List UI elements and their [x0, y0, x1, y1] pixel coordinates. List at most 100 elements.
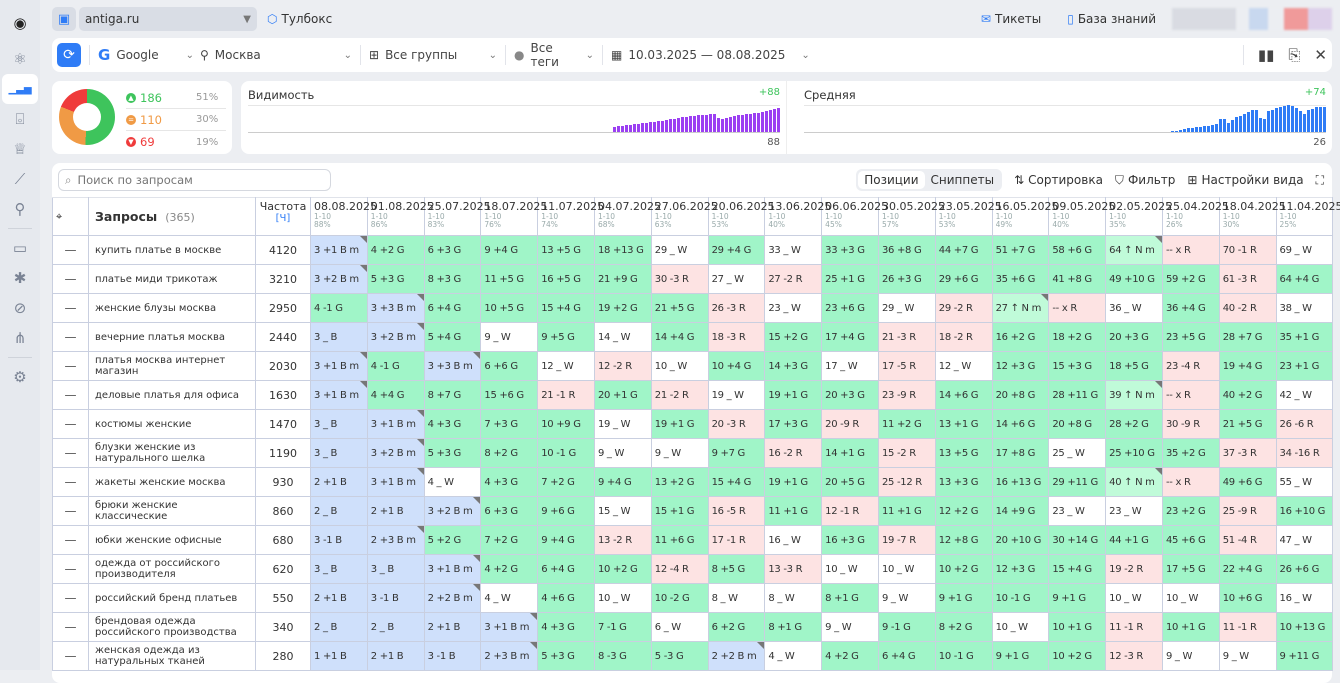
position-cell[interactable]: 19 _ W [593, 409, 652, 439]
position-cell[interactable]: 20 +1 G [593, 380, 652, 410]
position-cell[interactable]: 64 ↑ N m [1105, 235, 1163, 265]
date-column-header[interactable]: 30.05.2025 1-10 57% [877, 197, 945, 236]
briefcase-icon[interactable]: ▣ [52, 7, 76, 31]
position-cell[interactable]: 6 +3 G [423, 235, 482, 265]
position-cell[interactable]: 11 +5 G [480, 264, 539, 294]
position-cell[interactable]: 49 +10 G [1105, 264, 1163, 294]
position-cell[interactable]: 12 +3 G [991, 351, 1050, 381]
position-cell[interactable]: 16 +13 G [991, 467, 1050, 497]
position-cell[interactable]: 25 +1 G [821, 264, 879, 294]
position-cell[interactable]: 19 +4 G [1218, 351, 1277, 381]
position-cell[interactable]: 9 +4 G [537, 525, 595, 555]
position-cell[interactable]: 40 -2 R [1218, 293, 1277, 323]
position-cell[interactable]: 13 +2 G [650, 467, 709, 497]
position-cell[interactable]: 12 -1 R [821, 496, 879, 526]
position-cell[interactable]: 30 +14 G [1048, 525, 1107, 555]
query-cell[interactable]: брюки женские классические [88, 496, 256, 526]
frequency-unit[interactable]: [Ч] [275, 213, 291, 224]
position-cell[interactable]: 59 +2 G [1161, 264, 1220, 294]
position-cell[interactable]: 19 -7 R [877, 525, 936, 555]
position-cell[interactable]: 38 _ W [1275, 293, 1334, 323]
position-cell[interactable]: 21 -1 R [537, 380, 595, 410]
position-cell[interactable]: 21 -2 R [650, 380, 709, 410]
position-cell[interactable]: 20 -9 R [821, 409, 879, 439]
position-cell[interactable]: 23 +1 G [1275, 351, 1334, 381]
date-column-header[interactable]: 25.04.2025 1-10 26% [1161, 197, 1229, 236]
position-cell[interactable]: 10 +2 G [593, 554, 652, 584]
position-cell[interactable]: 2 +3 B m [480, 641, 539, 671]
position-cell[interactable]: 19 -2 R [1105, 554, 1163, 584]
position-cell[interactable]: 15 +6 G [480, 380, 539, 410]
position-cell[interactable]: 9 +4 G [480, 235, 539, 265]
position-cell[interactable]: 11 +6 G [650, 525, 709, 555]
expand-toggle[interactable]: — [52, 293, 89, 323]
position-cell[interactable]: 11 -1 R [1105, 612, 1163, 642]
position-cell[interactable]: 16 _ W [764, 525, 823, 555]
position-cell[interactable]: 19 _ W [707, 380, 766, 410]
position-cell[interactable]: 19 +1 G [650, 409, 709, 439]
pin-icon[interactable]: ⚲ [14, 200, 26, 218]
position-cell[interactable]: 3 +1 B m [480, 612, 539, 642]
position-cell[interactable]: 23 +5 G [1161, 322, 1220, 352]
position-cell[interactable]: 10 -2 G [650, 583, 709, 613]
query-cell[interactable]: женские блузы москва [88, 293, 256, 323]
tab-snippets[interactable]: Сниппеты [930, 173, 995, 187]
position-cell[interactable]: 17 +4 G [821, 322, 879, 352]
position-cell[interactable]: 13 +3 G [934, 467, 993, 497]
position-cell[interactable]: 23 +2 G [1161, 496, 1220, 526]
position-cell[interactable]: 20 +3 G [1105, 322, 1163, 352]
position-cell[interactable]: 55 _ W [1275, 467, 1334, 497]
position-cell[interactable]: 14 +6 G [991, 409, 1050, 439]
position-cell[interactable]: 2 +2 B m [707, 641, 766, 671]
position-cell[interactable]: 22 +4 G [1218, 554, 1277, 584]
position-cell[interactable]: 19 +1 G [764, 467, 823, 497]
date-column-header[interactable]: 13.06.2025 1-10 40% [764, 197, 831, 236]
position-cell[interactable]: 4 -1 G [310, 293, 368, 323]
position-cell[interactable]: 9 _ W [877, 583, 936, 613]
position-cell[interactable]: 16 +2 G [991, 322, 1050, 352]
date-column-header[interactable]: 25.07.2025 1-10 83% [423, 197, 491, 236]
position-cell[interactable]: 9 +11 G [1275, 641, 1334, 671]
position-cell[interactable]: 4 -1 G [366, 351, 425, 381]
position-cell[interactable]: 9 _ W [480, 322, 539, 352]
position-cell[interactable]: 14 +3 G [764, 351, 823, 381]
export-icon[interactable]: ⎘ [1288, 46, 1301, 64]
position-cell[interactable]: 69 _ W [1275, 235, 1334, 265]
position-cell[interactable]: 20 +8 G [1048, 409, 1107, 439]
position-cell[interactable]: 8 -3 G [593, 641, 652, 671]
query-cell[interactable]: российский бренд платьев [88, 583, 256, 613]
position-cell[interactable]: 45 +6 G [1161, 525, 1220, 555]
position-cell[interactable]: 12 -4 R [650, 554, 709, 584]
position-cell[interactable]: 10 +1 G [1048, 612, 1107, 642]
date-column-header[interactable]: 18.07.2025 1-10 76% [480, 197, 547, 236]
positions-icon[interactable]: ▁▃▅ [2, 74, 38, 104]
trophy-icon[interactable]: ♕ [13, 140, 27, 158]
position-cell[interactable]: 51 -4 R [1218, 525, 1277, 555]
position-cell[interactable]: 5 +3 G [537, 641, 595, 671]
position-cell[interactable]: 36 _ W [1105, 293, 1163, 323]
position-cell[interactable]: 4 _ W [764, 641, 823, 671]
position-cell[interactable]: 3 _ B [310, 409, 368, 439]
position-cell[interactable]: 33 _ W [764, 235, 823, 265]
position-cell[interactable]: 15 _ W [593, 496, 652, 526]
position-cell[interactable]: 3 +3 B m [423, 351, 482, 381]
position-cell[interactable]: 8 +7 G [423, 380, 482, 410]
position-cell[interactable]: 20 +10 G [991, 525, 1050, 555]
position-cell[interactable]: 9 -1 G [877, 612, 936, 642]
query-cell[interactable]: блузки женские из натурального шелка [88, 438, 256, 468]
position-cell[interactable]: 10 +2 G [1048, 641, 1107, 671]
date-column-header[interactable]: 20.06.2025 1-10 53% [707, 197, 775, 236]
date-column-header[interactable]: 11.04.2025 1-10 25% [1275, 197, 1340, 236]
position-cell[interactable]: 12 _ W [934, 351, 993, 381]
position-cell[interactable]: 23 +6 G [821, 293, 879, 323]
position-cell[interactable]: 11 -1 R [1218, 612, 1277, 642]
date-column-header[interactable]: 09.05.2025 1-10 40% [1048, 197, 1115, 236]
position-cell[interactable]: 36 +8 G [877, 235, 936, 265]
position-cell[interactable]: 40 ↑ N m [1105, 467, 1163, 497]
date-column-header[interactable]: 16.05.2025 1-10 49% [991, 197, 1059, 236]
position-cell[interactable]: 14 +4 G [650, 322, 709, 352]
position-cell[interactable]: 14 +6 G [934, 380, 993, 410]
query-cell[interactable]: юбки женские офисные [88, 525, 256, 555]
position-cell[interactable]: 10 -1 G [991, 583, 1050, 613]
position-cell[interactable]: 17 -5 R [877, 351, 936, 381]
